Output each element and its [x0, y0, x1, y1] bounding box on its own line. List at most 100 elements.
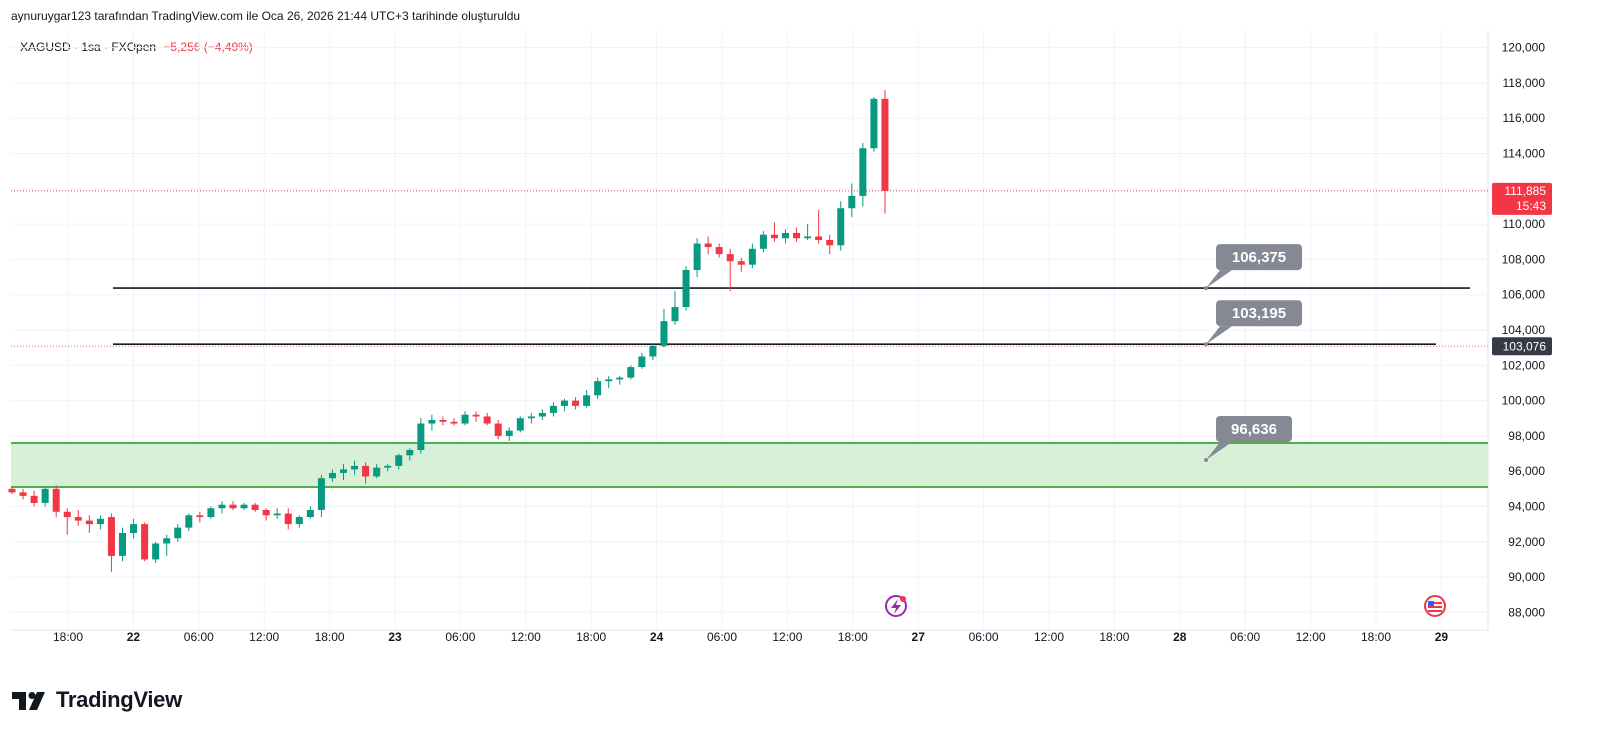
candle-body [715, 247, 723, 255]
marked-price-value: 103,076 [1503, 339, 1547, 353]
candle-body [85, 520, 93, 525]
candle-body [273, 513, 281, 516]
candle-body [770, 234, 778, 239]
candle-body [660, 321, 668, 346]
tradingview-logo-icon [12, 692, 45, 710]
candle-body [804, 236, 812, 239]
price-note-pointer [1206, 326, 1232, 345]
x-tick-label: 18:00 [838, 630, 868, 644]
candle-body [141, 524, 149, 560]
candle-body [229, 504, 237, 509]
x-tick-label: 18:00 [576, 630, 606, 644]
candle-body [682, 270, 690, 308]
x-tick-label: 23 [388, 630, 402, 644]
price-note-box [1216, 415, 1292, 442]
candle-body [362, 465, 370, 477]
marked-price-badge [1492, 337, 1552, 356]
y-tick-label: 90,000 [1508, 570, 1545, 584]
y-tick-label: 100,000 [1502, 394, 1546, 408]
candle-body [881, 98, 889, 191]
candle-body [450, 421, 458, 424]
last-price-badge [1492, 182, 1552, 215]
y-tick-label: 102,000 [1502, 358, 1546, 372]
candle-body [461, 414, 469, 424]
candle-body [174, 527, 182, 539]
candle-body [395, 455, 403, 466]
x-tick-label: 12:00 [772, 630, 802, 644]
candle-body [793, 232, 801, 239]
candle-body [527, 416, 535, 419]
candle-body [30, 495, 38, 503]
candle-body [837, 208, 845, 246]
price-note-box [1216, 300, 1302, 327]
candle-body [41, 488, 49, 503]
candle-body [152, 543, 160, 560]
flag-icon-stripe [1428, 602, 1442, 604]
candle-body [306, 510, 314, 518]
flag-icon-stripe [1428, 610, 1442, 612]
x-tick-label: 22 [127, 630, 141, 644]
x-tick-label: 12:00 [1034, 630, 1064, 644]
candle-body [583, 395, 591, 406]
candle-body [284, 513, 292, 525]
support-zone [11, 442, 1488, 488]
candle-body [748, 248, 756, 265]
candle-body [251, 504, 259, 510]
flag-icon-stripe [1428, 606, 1442, 608]
y-tick-label: 98,000 [1508, 429, 1545, 443]
tradingview-logo[interactable]: TradingView [12, 687, 182, 712]
candle-body [605, 379, 613, 382]
price-note-label: 103,195 [1232, 305, 1286, 322]
candle-body [8, 488, 16, 493]
candle-body [616, 377, 624, 380]
y-tick-label: 96,000 [1508, 464, 1545, 478]
symbol-legend: XAGUSD · 1sa · FXOpen −5,256 (−4,49%) [20, 40, 253, 54]
candle-body [295, 517, 303, 525]
x-tick-label: 24 [650, 630, 664, 644]
x-tick-label: 18:00 [1361, 630, 1391, 644]
y-tick-label: 118,000 [1503, 76, 1546, 90]
candle-body [782, 232, 789, 239]
x-tick-label: 06:00 [1230, 630, 1260, 644]
candle-body [594, 381, 602, 396]
candle-body [439, 420, 447, 422]
y-tick-label: 108,000 [1502, 252, 1546, 266]
candle-body [671, 307, 679, 322]
x-tick-label: 12:00 [249, 630, 279, 644]
candle-body [19, 492, 27, 496]
candle-body [119, 532, 126, 556]
candle-body [693, 243, 701, 270]
candle-body [759, 234, 767, 249]
candle-body [848, 195, 856, 209]
candle-body [373, 467, 381, 477]
candle-body [52, 488, 60, 512]
candle-body [704, 243, 712, 248]
candle-body [96, 518, 104, 525]
candle-body [726, 254, 734, 262]
x-tick-label: 06:00 [707, 630, 737, 644]
y-tick-label: 120,000 [1502, 41, 1546, 55]
candle-body [472, 414, 480, 417]
candle-body [561, 400, 568, 406]
lightning-icon [891, 599, 901, 614]
candle-body [483, 416, 491, 424]
y-tick-label: 110,000 [1503, 217, 1546, 231]
brand-name: TradingView [56, 687, 182, 712]
y-tick-label: 88,000 [1508, 605, 1545, 619]
candle-body [185, 515, 193, 528]
candle-body [428, 420, 436, 424]
candle-body [218, 504, 226, 509]
candle-body [107, 517, 115, 556]
candle-body [240, 504, 248, 509]
candle-body [737, 261, 745, 265]
x-tick-label: 12:00 [511, 630, 541, 644]
candle-body [262, 510, 270, 516]
price-note-label: 106,375 [1232, 249, 1286, 266]
y-tick-label: 94,000 [1508, 499, 1545, 513]
y-tick-label: 114,000 [1503, 147, 1546, 161]
candle-body [627, 367, 635, 378]
candle-body [130, 524, 138, 533]
event-dot [900, 596, 906, 602]
candle-body [826, 240, 834, 246]
